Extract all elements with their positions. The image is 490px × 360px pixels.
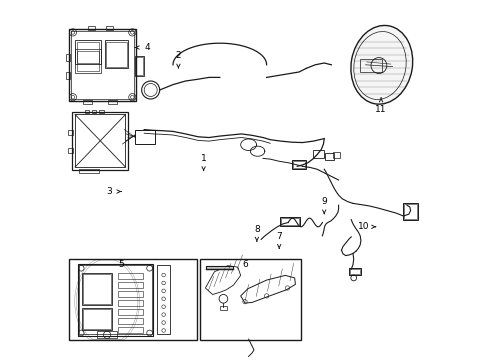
Bar (75, 49, 101, 73)
Bar (83, 309, 111, 329)
Bar (79, 169, 99, 173)
Bar (85, 110, 89, 113)
Bar (293, 161, 305, 168)
Text: 11: 11 (375, 105, 387, 114)
Text: 6: 6 (242, 260, 248, 269)
Bar (157, 265, 171, 334)
Bar (76, 51, 99, 71)
Bar (75, 114, 125, 167)
Bar (104, 40, 128, 68)
Bar (82, 308, 112, 330)
Bar (118, 273, 144, 279)
Bar (108, 100, 117, 104)
Bar (69, 29, 136, 101)
Bar (220, 306, 227, 310)
Text: 9: 9 (321, 197, 327, 206)
Bar (69, 259, 197, 340)
Bar (76, 42, 99, 63)
Bar (360, 59, 382, 72)
Bar (75, 40, 101, 64)
Bar (135, 130, 155, 144)
Bar (68, 148, 73, 153)
Bar (83, 274, 111, 304)
Bar (280, 217, 300, 226)
Bar (79, 265, 152, 334)
Text: 8: 8 (254, 225, 260, 234)
Bar (292, 160, 306, 169)
Text: 4: 4 (144, 43, 150, 52)
Bar (99, 110, 103, 113)
Bar (72, 112, 128, 170)
Bar (82, 273, 112, 305)
Text: 10: 10 (358, 222, 369, 231)
Bar (118, 291, 144, 297)
Bar (281, 218, 299, 225)
Bar (83, 100, 92, 104)
Bar (68, 130, 73, 135)
Bar (200, 259, 301, 340)
Bar (66, 54, 70, 61)
Bar (118, 327, 144, 333)
Text: 5: 5 (118, 260, 123, 269)
Bar (66, 72, 70, 79)
Bar (106, 42, 126, 67)
Bar (118, 300, 144, 306)
Bar (118, 309, 144, 315)
Bar (118, 282, 144, 288)
Bar (333, 152, 341, 158)
Bar (136, 57, 143, 75)
Bar (350, 269, 360, 274)
Bar (98, 331, 117, 338)
Text: 3: 3 (106, 187, 112, 196)
Bar (349, 268, 361, 275)
Bar (403, 203, 418, 220)
Bar (206, 266, 233, 269)
Bar (92, 110, 97, 113)
Ellipse shape (351, 26, 413, 104)
Bar (404, 204, 416, 219)
Bar (106, 26, 113, 30)
Bar (314, 150, 324, 158)
Text: 1: 1 (201, 154, 206, 163)
Bar (72, 31, 134, 99)
Text: 7: 7 (276, 232, 282, 241)
Bar (325, 153, 334, 160)
Bar (77, 264, 153, 336)
Bar (88, 26, 95, 30)
Bar (118, 318, 144, 324)
Bar (135, 56, 144, 76)
Text: 2: 2 (175, 51, 181, 60)
